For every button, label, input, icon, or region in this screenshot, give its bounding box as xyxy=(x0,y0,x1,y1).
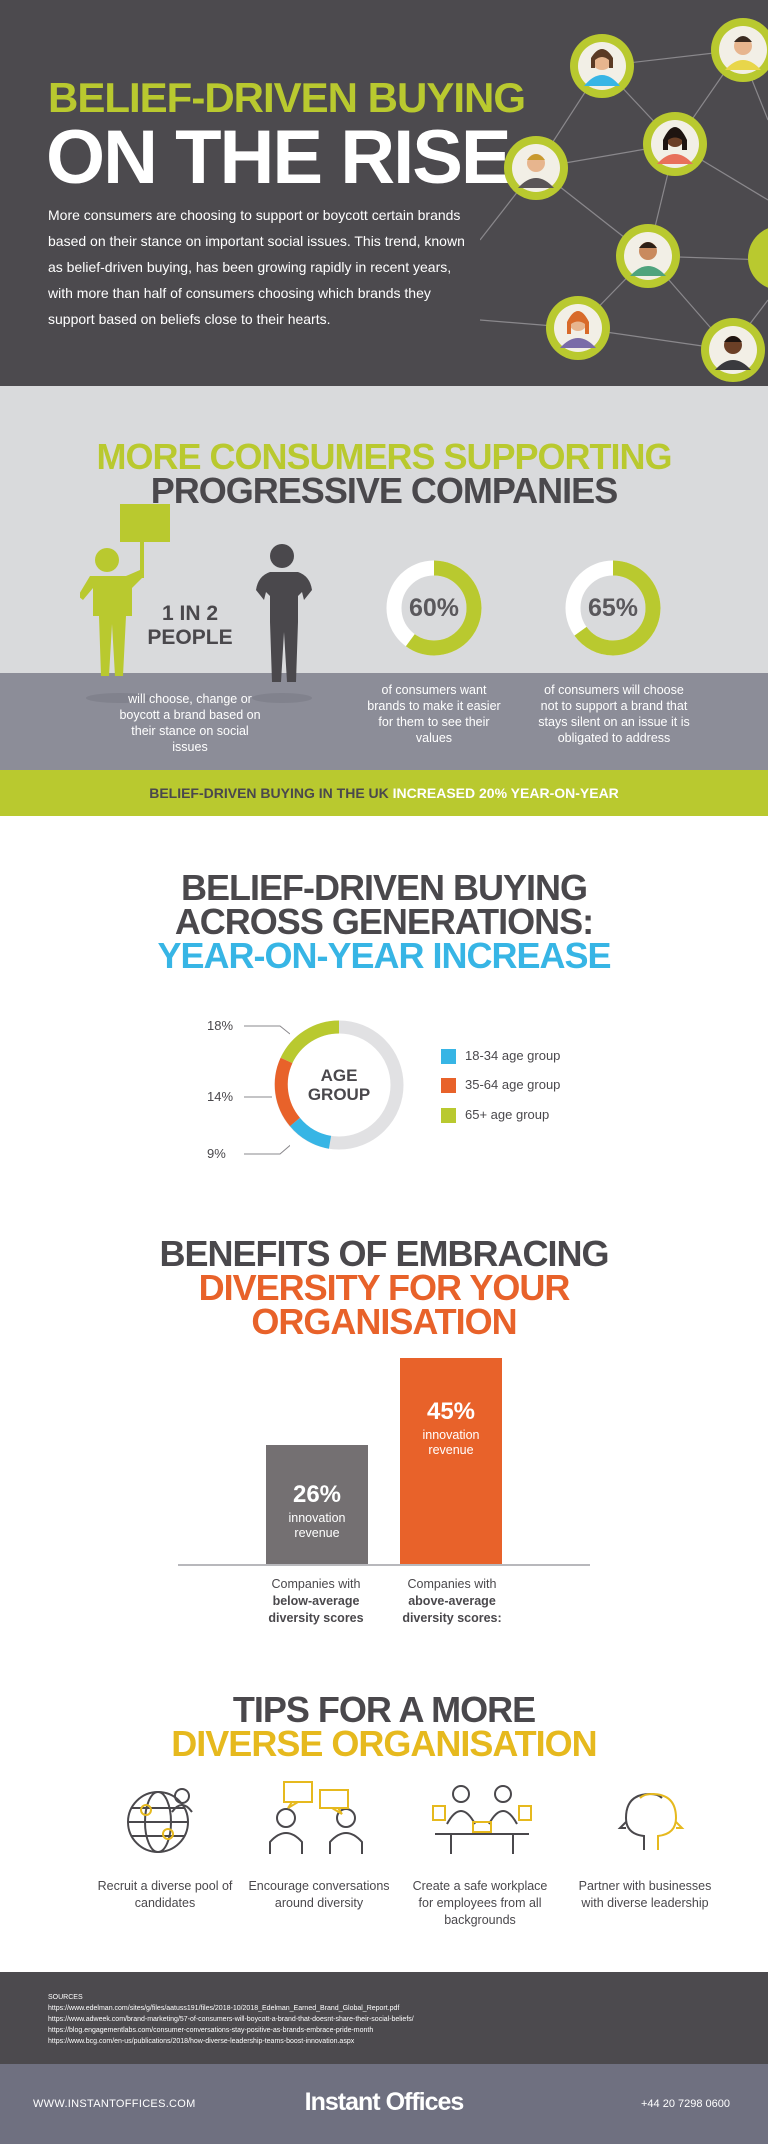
source-link-2[interactable]: https://www.adweek.com/brand-marketing/5… xyxy=(48,2016,414,2023)
age-group-center-line1: AGE xyxy=(321,1066,358,1085)
hero-section: BELIEF-DRIVEN BUYING ON THE RISE More co… xyxy=(0,0,768,386)
stat3-donut-fill xyxy=(565,560,661,656)
bar2-caption-line1: Companies with xyxy=(407,1577,497,1591)
source-link-1[interactable]: https://www.edelman.com/sites/g/files/aa… xyxy=(48,2005,400,2012)
generations-title-line3: YEAR-ON-YEAR INCREASE xyxy=(157,935,611,976)
age-group-leader-lines xyxy=(244,1025,290,1155)
hero-title-line2: ON THE RISE xyxy=(46,115,512,200)
avatar-5 xyxy=(616,224,680,288)
age-group-center-line2: GROUP xyxy=(308,1085,370,1104)
stat2-value: 60% xyxy=(408,593,460,622)
avatar-7 xyxy=(701,318,765,382)
generations-title-line1: BELIEF-DRIVEN BUYING xyxy=(180,867,588,908)
people-network-illustration xyxy=(480,18,768,382)
supporting-title-line1: MORE CONSUMERS SUPPORTING xyxy=(96,436,672,477)
conversation-icon xyxy=(269,1781,363,1854)
legend-item-65plus: 65+ age group xyxy=(441,1107,550,1124)
meeting-table-icon xyxy=(432,1785,532,1854)
diversity-bar-chart: 26% innovation revenue 45% innovation re… xyxy=(178,1340,590,1566)
supporting-title-line2: PROGRESSIVE COMPANIES xyxy=(150,470,618,511)
bar-below-average: 26% innovation revenue xyxy=(266,1445,368,1564)
legend-item-18-34: 18-34 age group xyxy=(441,1048,561,1065)
stat2-donut-ring xyxy=(386,560,482,656)
stat3-caption: of consumers will choose not to support … xyxy=(538,683,690,745)
green-figure-with-sign xyxy=(80,504,170,676)
age-label-18: 18% xyxy=(207,1018,234,1033)
bar2-caption-line3: diversity scores: xyxy=(402,1611,502,1625)
stat3-value: 65% xyxy=(587,593,639,622)
uk-growth-part2: INCREASED 20% YEAR-ON-YEAR xyxy=(392,785,619,801)
tip2-caption: Encourage conversations around diversity xyxy=(248,1879,390,1910)
tip1-caption: Recruit a diverse pool of candidates xyxy=(97,1879,233,1910)
footer-phone[interactable]: +44 20 7298 0600 xyxy=(640,2098,730,2110)
age-group-arc-65plus xyxy=(280,1020,340,1064)
bar2-sub2: revenue xyxy=(428,1443,474,1457)
bar2-sub1: innovation xyxy=(422,1428,480,1442)
stat1-caption: will choose, change or boycott a brand b… xyxy=(119,692,261,754)
source-link-3[interactable]: https://blog.engagementlabs.com/consumer… xyxy=(48,2027,374,2034)
bar2-caption: Companies with above-average diversity s… xyxy=(382,1576,522,1627)
two-heads-icon xyxy=(617,1792,685,1850)
footer-brand-logo: Instant Offices xyxy=(304,2088,465,2116)
generations-title-line2: ACROSS GENERATIONS: xyxy=(174,901,594,942)
stat3-donut: 65% xyxy=(563,558,663,658)
tip3-caption: Create a safe workplace for employees fr… xyxy=(412,1879,548,1927)
stat3-donut-ring xyxy=(565,560,661,656)
diversity-title-line3: ORGANISATION xyxy=(251,1301,517,1342)
stat2-donut-fill xyxy=(386,560,482,656)
avatar-8-partial xyxy=(748,228,768,288)
sources-section: SOURCES https://www.edelman.com/sites/g/… xyxy=(0,1972,768,2064)
age-label-9: 9% xyxy=(207,1146,226,1161)
hero-title-line1: BELIEF-DRIVEN BUYING xyxy=(48,74,526,121)
bar1-sub2: revenue xyxy=(294,1526,340,1540)
uk-growth-part1: BELIEF-DRIVEN BUYING IN THE UK xyxy=(149,785,389,801)
protest-figures-illustration xyxy=(80,504,312,703)
legend-label-35-64: 35-64 age group xyxy=(465,1077,561,1092)
age-group-arc-18-34 xyxy=(289,1117,332,1149)
footer: WWW.INSTANTOFFICES.COM Instant Offices +… xyxy=(0,2064,768,2144)
bar2-value: 45% xyxy=(426,1398,476,1425)
bar-chart-baseline xyxy=(178,1564,590,1566)
bar1-caption-line1: Companies with xyxy=(271,1577,361,1591)
tip4-caption: Partner with businesses with diverse lea… xyxy=(578,1879,712,1910)
stat1-value: 1 IN 2 PEOPLE xyxy=(147,602,233,649)
legend-label-18-34: 18-34 age group xyxy=(465,1048,561,1063)
bar-above-average: 45% innovation revenue xyxy=(400,1358,502,1564)
legend-item-35-64: 35-64 age group xyxy=(441,1077,561,1094)
bar2-caption-line2: above-average xyxy=(408,1594,496,1608)
stat2-donut: 60% xyxy=(384,558,484,658)
diversity-title-line1: BENEFITS OF EMBRACING xyxy=(159,1233,609,1274)
source-link-4[interactable]: https://www.bcg.com/en-us/publications/2… xyxy=(48,2038,355,2045)
stat2-caption: of consumers want brands to make it easi… xyxy=(367,683,501,745)
bar1-caption: Companies with below-average diversity s… xyxy=(246,1576,386,1627)
tips-title-line1: TIPS FOR A MORE xyxy=(232,1689,536,1730)
legend-swatch-green xyxy=(441,1108,456,1124)
bar1-caption-line3: diversity scores xyxy=(268,1611,364,1625)
footer-website-link[interactable]: WWW.INSTANTOFFICES.COM xyxy=(33,2098,196,2110)
legend-swatch-blue xyxy=(441,1049,456,1065)
avatar-4 xyxy=(504,136,568,200)
dark-figure xyxy=(256,544,312,682)
avatar-2 xyxy=(711,18,768,82)
legend-swatch-orange xyxy=(441,1078,456,1094)
globe-people-icon xyxy=(127,1788,193,1853)
hero-intro: More consumers are choosing to support o… xyxy=(48,207,465,327)
avatar-1 xyxy=(570,34,634,98)
tips-title-line2: DIVERSE ORGANISATION xyxy=(171,1723,597,1764)
uk-growth-banner: BELIEF-DRIVEN BUYING IN THE UK INCREASED… xyxy=(0,770,768,816)
age-label-14: 14% xyxy=(207,1089,234,1104)
diversity-title-line2: DIVERSITY FOR YOUR xyxy=(198,1267,571,1308)
legend-label-65plus: 65+ age group xyxy=(465,1107,550,1122)
avatar-6 xyxy=(546,296,610,360)
bar1-caption-line2: below-average xyxy=(272,1594,360,1608)
bar1-value: 26% xyxy=(292,1481,342,1508)
supporting-section: MORE CONSUMERS SUPPORTING PROGRESSIVE CO… xyxy=(0,386,768,770)
bar1-sub1: innovation xyxy=(288,1511,346,1525)
avatar-3 xyxy=(643,112,707,176)
network-lines xyxy=(480,49,768,351)
stat-caption-band xyxy=(0,673,768,770)
age-group-donut: AGE GROUP xyxy=(274,1020,404,1150)
sources-heading: SOURCES xyxy=(48,1994,83,2001)
age-group-arc-35-64 xyxy=(274,1057,301,1127)
